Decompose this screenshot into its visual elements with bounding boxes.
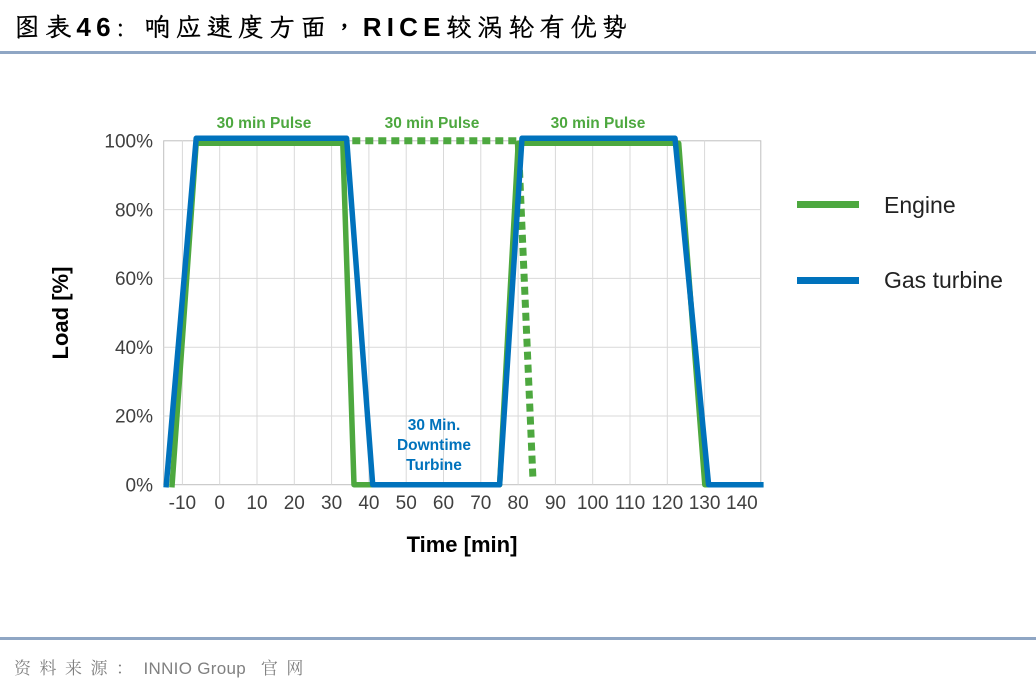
svg-text:Turbine: Turbine [406,457,462,474]
svg-text:90: 90 [545,493,566,514]
svg-text:120: 120 [651,493,683,514]
svg-text:30: 30 [321,493,342,514]
svg-text:140: 140 [726,493,758,514]
svg-text:0: 0 [214,493,225,514]
svg-text:30 min Pulse: 30 min Pulse [385,115,480,132]
svg-text:0%: 0% [126,476,154,497]
svg-text:30 min Pulse: 30 min Pulse [551,115,646,132]
svg-text:10: 10 [246,493,267,514]
svg-text:80%: 80% [115,200,153,221]
svg-text:80: 80 [508,493,529,514]
svg-text:20: 20 [284,493,305,514]
svg-text:130: 130 [689,493,721,514]
svg-text:Downtime: Downtime [397,437,471,454]
svg-text:100%: 100% [104,132,153,153]
svg-text:110: 110 [615,493,645,514]
svg-text:60%: 60% [115,269,153,290]
svg-text:-10: -10 [169,493,196,514]
svg-text:40%: 40% [115,338,153,359]
svg-text:20%: 20% [115,407,153,428]
svg-text:40: 40 [358,493,379,514]
svg-text:Load [%]: Load [%] [48,267,73,360]
svg-text:50: 50 [396,493,417,514]
svg-text:30 min Pulse: 30 min Pulse [217,115,312,132]
svg-text:70: 70 [470,493,491,514]
svg-text:30 Min.: 30 Min. [408,417,461,434]
svg-text:60: 60 [433,493,454,514]
svg-text:Time [min]: Time [min] [407,532,518,557]
svg-text:100: 100 [577,493,609,514]
